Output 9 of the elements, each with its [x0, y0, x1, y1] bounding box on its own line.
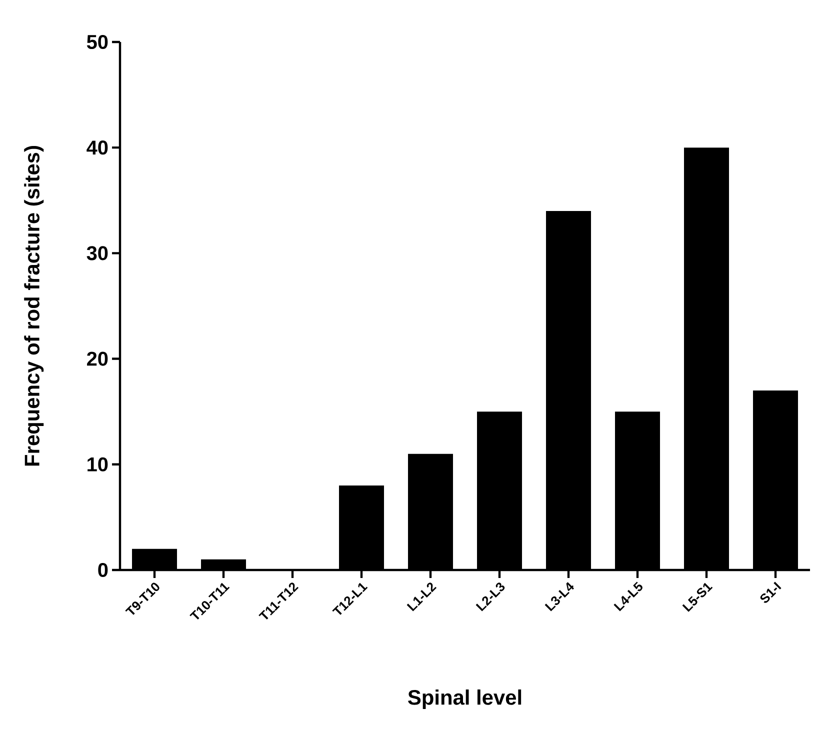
- y-tick-label: 0: [98, 562, 108, 578]
- x-tick-label: S1-I: [760, 582, 782, 603]
- x-axis-title: Spinal level: [408, 689, 522, 709]
- y-tick-label: 50: [86, 34, 108, 50]
- y-tick-label: 40: [86, 140, 108, 155]
- y-tick-label: 20: [87, 352, 108, 366]
- y-tick-label: 30: [86, 246, 108, 260]
- y-axis-title: Frequency of rod fracture (sites): [24, 146, 44, 466]
- y-tick-label: 10: [88, 457, 108, 472]
